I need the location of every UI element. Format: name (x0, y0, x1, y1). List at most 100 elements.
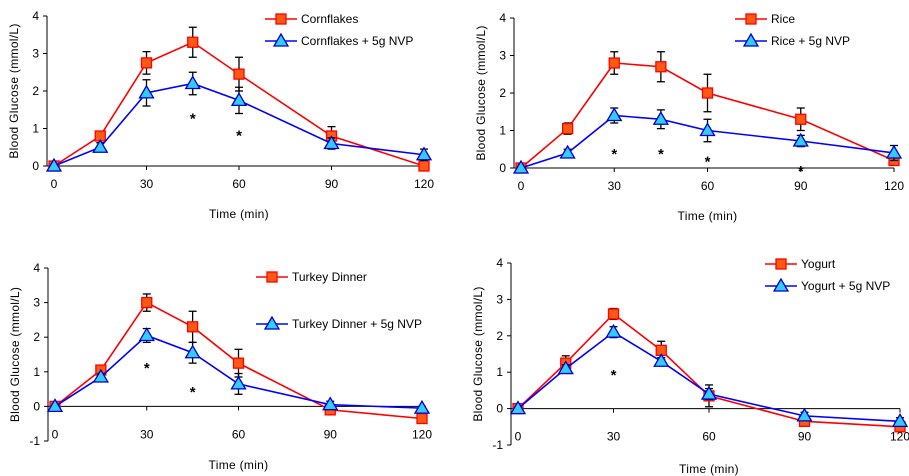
data-point-square (701, 87, 714, 99)
x-tick-label: 0 (51, 177, 58, 191)
y-axis-title: Blood Glucose (mmol/L) (474, 25, 488, 160)
y-tick-label: 0 (33, 399, 40, 413)
data-point-triangle (92, 138, 109, 153)
x-tick-label: 90 (325, 177, 339, 191)
data-point-square (186, 321, 199, 333)
chart-panel-4: -1 0 1 2 3 4 0 30 60 90 120 Time (min) Blood Glucose… (471, 256, 909, 476)
x-tick-label: 90 (794, 179, 808, 193)
x-axis-title: Time (min) (679, 462, 739, 476)
legend-entry: Rice (735, 12, 795, 26)
x-tick-label: 30 (607, 430, 621, 444)
legend-entry: Turkey Dinner + 5g NVP (256, 315, 422, 331)
x-axis-title: Time (min) (209, 207, 269, 221)
legend-entry: Yogurt + 5g NVP (765, 277, 890, 293)
legend-label: Rice (771, 12, 795, 26)
data-point-square (418, 160, 430, 172)
x-tick-label: 60 (232, 427, 246, 441)
y-axis-title: Blood Glucose (mmol/L) (471, 286, 485, 421)
y-tick-label: 3 (32, 47, 39, 61)
data-point-square (233, 68, 245, 80)
legend-label: Cornflakes (301, 12, 358, 26)
data-point-triangle (230, 92, 248, 107)
x-tick-label: 30 (608, 179, 622, 193)
data-point-square (795, 113, 807, 125)
y-tick-label: 1 (33, 365, 40, 379)
data-point-triangle (606, 107, 623, 122)
series-nvp (512, 107, 903, 174)
x-tick-label: 120 (414, 177, 434, 191)
data-point-square (141, 296, 153, 309)
y-axis-title: Blood Glucose (mmol/L) (7, 23, 21, 158)
y-tick-label: 0 (496, 402, 503, 416)
legend-entry: Turkey Dinner (256, 270, 367, 284)
x-axis-title: Time (min) (678, 209, 738, 223)
data-point-square (561, 122, 574, 135)
y-tick-label: 2 (33, 330, 40, 344)
x-tick-label: 0 (515, 430, 522, 444)
y-tick-label: 1 (499, 124, 506, 138)
data-point-triangle (512, 159, 530, 174)
data-point-triangle (138, 84, 155, 99)
data-point-triangle (792, 132, 809, 147)
y-tick-label: 1 (496, 365, 503, 379)
legend-marker-square (745, 13, 757, 25)
chart-panel-2: 0 1 2 3 4 0 30 60 90 120 Time (min) Blood Glucose (… (474, 11, 904, 223)
data-point-square (608, 57, 620, 69)
data-point-triangle (413, 399, 431, 414)
y-tick-label: 4 (499, 11, 506, 25)
significance-marker: * (190, 384, 196, 401)
significance-marker: * (144, 360, 150, 377)
y-tick-label: 0 (499, 161, 506, 175)
x-tick-label: 120 (890, 430, 909, 444)
data-point-triangle (652, 110, 670, 125)
y-tick-label: 4 (496, 256, 503, 270)
legend-label: Turkey Dinner (292, 270, 367, 284)
x-tick-label: 0 (518, 179, 525, 193)
x-tick-label: 0 (52, 427, 59, 441)
legend-marker-triangle (772, 277, 790, 292)
series-control (512, 307, 906, 433)
x-tick-label: 30 (140, 427, 154, 441)
series-nvp (46, 327, 431, 414)
x-tick-label: 60 (701, 179, 715, 193)
data-point-triangle (605, 323, 622, 338)
series-control (49, 293, 428, 425)
legend-marker-triangle (272, 32, 290, 47)
data-point-triangle (415, 146, 433, 161)
data-point-square (187, 36, 199, 48)
data-point-square (655, 61, 667, 73)
y-tick-label: 2 (499, 86, 506, 100)
significance-marker: * (705, 154, 711, 171)
data-point-square (416, 412, 428, 425)
data-point-triangle (559, 144, 576, 159)
chart-panel-1: 0 1 2 3 4 0 30 60 90 120 Time (min) Blood Glucose (… (7, 9, 434, 221)
data-point-triangle (184, 344, 201, 359)
x-tick-label: 90 (324, 427, 338, 441)
legend-label: Yogurt + 5g NVP (801, 279, 890, 293)
data-point-square (232, 357, 245, 369)
data-point-triangle (92, 368, 110, 383)
data-point-triangle (45, 157, 63, 172)
significance-marker: * (190, 110, 196, 127)
legend-label: Turkey Dinner + 5g NVP (292, 317, 422, 331)
data-point-triangle (184, 75, 201, 90)
legend-marker-square (775, 258, 787, 270)
data-point-triangle (322, 396, 339, 411)
x-tick-label: 30 (140, 177, 154, 191)
y-tick-label: -1 (492, 438, 503, 452)
y-tick-label: 4 (32, 9, 39, 23)
data-point-triangle (138, 327, 155, 342)
data-point-triangle (796, 407, 813, 422)
legend-marker-square (275, 13, 287, 25)
legend-entry: Rice + 5g NVP (735, 32, 850, 48)
y-tick-label: 2 (32, 84, 39, 98)
legend-entry: Cornflakes + 5g NVP (265, 32, 413, 48)
chart-panel-3: -1 0 1 2 3 4 0 30 60 90 120 Time (min) Blood Glucose… (8, 261, 432, 472)
x-tick-label: 120 (412, 427, 432, 441)
legend-entry: Cornflakes (265, 12, 358, 26)
significance-marker: * (611, 146, 617, 163)
significance-marker: * (236, 127, 242, 144)
significance-marker: * (798, 163, 804, 180)
x-tick-label: 60 (232, 177, 246, 191)
y-tick-label: 0 (32, 159, 39, 173)
